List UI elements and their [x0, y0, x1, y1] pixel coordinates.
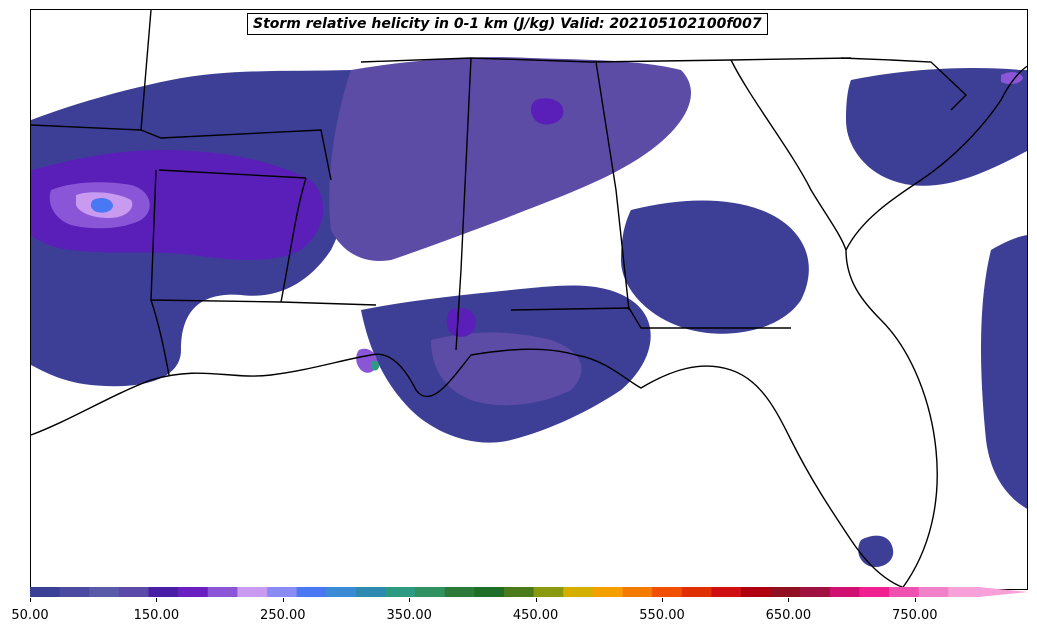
- state-border-tx-la: [150, 299, 170, 376]
- contour-high-west: [31, 150, 324, 260]
- colorbar-segment: [30, 587, 61, 597]
- colorbar-extend-arrow: [978, 587, 1028, 597]
- colorbar-segment: [474, 587, 505, 597]
- colorbar-segment: [918, 587, 949, 597]
- colorbar-tick-label: 150.00: [133, 608, 180, 623]
- state-border-ms-river: [280, 177, 307, 303]
- state-border-nc-sc: [840, 57, 968, 111]
- contour-max-core: [90, 197, 113, 213]
- colorbar-segment: [326, 587, 357, 597]
- contour-mid-gulf: [431, 332, 582, 406]
- colorbar-segment: [415, 587, 446, 597]
- colorbar-tick-label: 550.00: [639, 608, 685, 623]
- boundary-lines: [31, 10, 1027, 589]
- map-title: Storm relative helicity in 0-1 km (J/kg)…: [247, 13, 768, 35]
- contour-low-northeast: [846, 68, 1027, 186]
- colorbar-segment: [533, 587, 564, 597]
- colorbar-segment: [859, 587, 890, 597]
- coastline-atlantic: [845, 65, 1027, 589]
- coastline-gulf: [31, 348, 911, 589]
- colorbar-segment: [267, 587, 298, 597]
- colorbar-segment: [800, 587, 831, 597]
- contour-high-mississippi: [446, 308, 476, 337]
- colorbar-segment: [296, 587, 327, 597]
- contour-max-louisiana: [371, 360, 380, 371]
- colorbar-segment: [829, 587, 860, 597]
- state-border-ms-al: [455, 57, 472, 351]
- colorbar-segment: [59, 587, 90, 597]
- contour-low-east: [621, 200, 809, 334]
- state-border-ar-north: [140, 129, 332, 181]
- colorbar-tick-label: 50.00: [11, 608, 49, 623]
- colorbar-tick-label: 350.00: [386, 608, 432, 623]
- colorbar-segment: [770, 587, 801, 597]
- colorbar-segment: [178, 587, 209, 597]
- colorbar-tick-mark: [535, 598, 537, 602]
- state-border-ga-sc: [730, 59, 847, 251]
- colorbar-segment: [711, 587, 742, 597]
- colorbar-tick-mark: [156, 598, 158, 602]
- map-panel: [30, 9, 1028, 590]
- colorbar-tick-mark: [788, 598, 790, 602]
- colorbar-segment: [889, 587, 920, 597]
- contour-low-central: [329, 57, 691, 261]
- colorbar-segment: [385, 587, 416, 597]
- colorbar-segment: [118, 587, 149, 597]
- colorbar-segment: [148, 587, 179, 597]
- colorbar-segment: [504, 587, 535, 597]
- map-canvas: [31, 10, 1027, 589]
- colorbar-segment: [563, 587, 594, 597]
- contour-low-atlantic: [981, 235, 1027, 509]
- state-border-ga-fl: [510, 307, 791, 329]
- colorbar-segment: [592, 587, 623, 597]
- helicity-contours: [31, 57, 1027, 568]
- contour-low-florida: [858, 535, 894, 568]
- colorbar-segment: [237, 587, 268, 597]
- colorbar-segment: [741, 587, 772, 597]
- colorbar-segment: [207, 587, 238, 597]
- state-border-al-ga: [595, 61, 630, 311]
- colorbar-segment: [444, 587, 475, 597]
- state-border-tn-south: [360, 57, 852, 63]
- state-border-ar-south: [158, 169, 307, 179]
- colorbar-tick-label: 750.00: [892, 608, 938, 623]
- colorbar-segment: [681, 587, 712, 597]
- colorbar-segment: [355, 587, 386, 597]
- colorbar-tick-label: 250.00: [260, 608, 306, 623]
- colorbar-tick-mark: [662, 598, 663, 602]
- colorbar-tick-label: 450.00: [512, 608, 559, 623]
- colorbar-segment: [948, 587, 979, 597]
- colorbar-tick-mark: [30, 598, 31, 602]
- colorbar-segment: [89, 587, 120, 597]
- colorbar-tick-label: 650.00: [765, 608, 812, 623]
- colorbar-segment: [622, 587, 653, 597]
- colorbar-tick-mark: [409, 598, 411, 602]
- colorbar-tick-mark: [914, 598, 916, 602]
- colorbar: [30, 587, 1028, 597]
- contour-high-alabama: [530, 98, 564, 125]
- colorbar-segment: [652, 587, 683, 597]
- state-border-la-north: [150, 169, 377, 306]
- colorbar-tick-mark: [282, 598, 284, 602]
